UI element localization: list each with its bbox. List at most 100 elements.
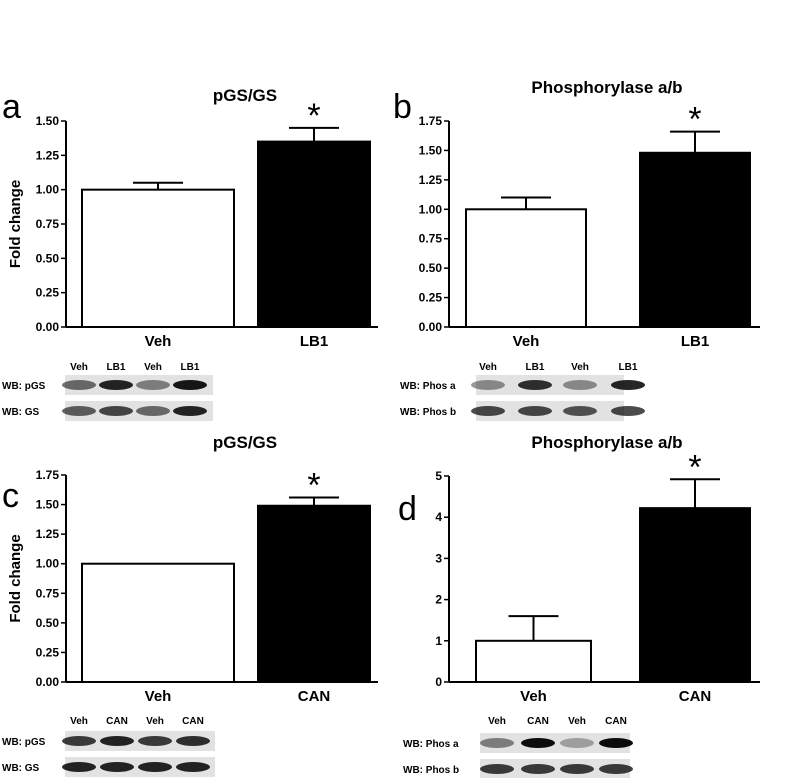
- panel-title: Phosphorylase a/b: [531, 78, 682, 97]
- y-tick-label: 1.00: [36, 557, 60, 571]
- blot-lane-label: Veh: [144, 362, 162, 373]
- blot-band: [518, 406, 552, 416]
- panel-letter: a: [2, 88, 21, 126]
- y-tick-label: 0.00: [419, 320, 443, 334]
- blot-band: [176, 736, 210, 746]
- blot-row-label: WB: GS: [2, 763, 40, 774]
- panel-d: d Phosphorylase a/b 0 1 2 3 4 5 Veh CAN * Veh CAN Veh…: [398, 433, 760, 778]
- panel-a: a pGS/GS 0.00 0.25 0.50 0.75 1.00 1.25 1.50 Fold …: [2, 86, 378, 421]
- category-label: LB1: [300, 333, 328, 350]
- bar-lb1: [639, 151, 751, 328]
- blot-lane-label: LB1: [526, 362, 545, 373]
- blot-lane-label: LB1: [181, 362, 200, 373]
- blot-band: [99, 406, 133, 416]
- panel-b: b Phosphorylase a/b 0.00 0.25 0.50 0.75 1.00 1.…: [393, 78, 760, 421]
- blot-band: [62, 380, 96, 390]
- blot-band: [176, 762, 210, 772]
- bar-veh: [465, 208, 587, 329]
- blot-band: [173, 380, 207, 390]
- panel-c: c pGS/GS 0.00 0.25 0.50 0.75 1.00 1.25 1.50 1.75 F…: [2, 433, 378, 777]
- blot-row-label: WB: Phos a: [400, 381, 456, 392]
- blot-lane-label: Veh: [146, 716, 164, 727]
- blot-band: [138, 762, 172, 772]
- blot-band: [173, 406, 207, 416]
- significance-asterisk: *: [688, 448, 701, 486]
- blot-band: [62, 736, 96, 746]
- blot-lane-label: CAN: [106, 716, 128, 727]
- bar-can: [639, 507, 751, 683]
- blot-band: [480, 738, 514, 748]
- y-tick-label: 1.00: [36, 183, 60, 197]
- blot-band: [560, 764, 594, 774]
- blot-band: [138, 736, 172, 746]
- y-tick-label: 0.50: [36, 251, 60, 265]
- blot-band: [599, 764, 633, 774]
- blot-band: [599, 738, 633, 748]
- blot-band: [521, 764, 555, 774]
- category-label: CAN: [679, 688, 712, 705]
- y-tick-label: 1.25: [419, 173, 443, 187]
- blot-band: [62, 406, 96, 416]
- bar-lb1: [257, 140, 371, 328]
- blot-row-label: WB: pGS: [2, 737, 46, 748]
- significance-asterisk: *: [307, 466, 320, 504]
- category-label: Veh: [520, 688, 547, 705]
- bar-veh: [475, 639, 592, 683]
- category-label: Veh: [145, 333, 172, 350]
- blot-band: [480, 764, 514, 774]
- category-label: Veh: [513, 333, 540, 350]
- significance-asterisk: *: [307, 97, 320, 135]
- y-tick-label: 0.00: [36, 675, 60, 689]
- blot-band: [100, 762, 134, 772]
- blot-lane-label: Veh: [70, 362, 88, 373]
- y-tick-label: 2: [435, 593, 442, 607]
- blot-band: [471, 406, 505, 416]
- bar-can: [257, 504, 371, 683]
- blot-lane-label: CAN: [182, 716, 204, 727]
- panel-letter: c: [2, 477, 19, 515]
- blot-lane-label: Veh: [479, 362, 497, 373]
- category-label: CAN: [298, 688, 331, 705]
- blot-lane-label: LB1: [107, 362, 126, 373]
- blot-row-label: WB: Phos b: [403, 765, 459, 776]
- blot-row-label: WB: Phos b: [400, 407, 456, 418]
- panel-letter: b: [393, 88, 412, 126]
- y-tick-label: 1: [435, 634, 442, 648]
- y-tick-label: 0.50: [36, 616, 60, 630]
- y-tick-label: 1.25: [36, 148, 60, 162]
- blot-band: [560, 738, 594, 748]
- y-tick-label: 0.25: [419, 291, 443, 305]
- blot-lane-label: LB1: [619, 362, 638, 373]
- y-tick-label: 1.50: [36, 498, 60, 512]
- blot-band: [563, 380, 597, 390]
- blot-band: [611, 380, 645, 390]
- y-tick-label: 0.75: [36, 217, 60, 231]
- blot-band: [518, 380, 552, 390]
- blot-band: [611, 406, 645, 416]
- blot-lane-label: CAN: [605, 716, 627, 727]
- y-tick-label: 0.50: [419, 261, 443, 275]
- panel-title: pGS/GS: [213, 86, 277, 105]
- category-label: Veh: [145, 688, 172, 705]
- blot-lane-label: CAN: [527, 716, 549, 727]
- blot-lane-label: Veh: [70, 716, 88, 727]
- blot-band: [100, 736, 134, 746]
- panel-title: pGS/GS: [213, 433, 277, 452]
- y-tick-label: 1.50: [36, 114, 60, 128]
- panel-letter: d: [398, 490, 417, 528]
- y-axis-label: Fold change: [7, 534, 24, 622]
- y-tick-label: 0.25: [36, 645, 60, 659]
- blot-band: [136, 406, 170, 416]
- y-tick-label: 0: [435, 675, 442, 689]
- y-tick-label: 5: [435, 469, 442, 483]
- y-tick-label: 0.00: [36, 320, 60, 334]
- y-tick-label: 0.75: [419, 232, 443, 246]
- y-tick-label: 1.75: [36, 468, 60, 482]
- y-tick-label: 4: [435, 510, 442, 524]
- blot-band: [521, 738, 555, 748]
- y-tick-label: 0.25: [36, 286, 60, 300]
- category-label: LB1: [681, 333, 709, 350]
- y-tick-label: 1.25: [36, 527, 60, 541]
- blot-lane-label: Veh: [571, 362, 589, 373]
